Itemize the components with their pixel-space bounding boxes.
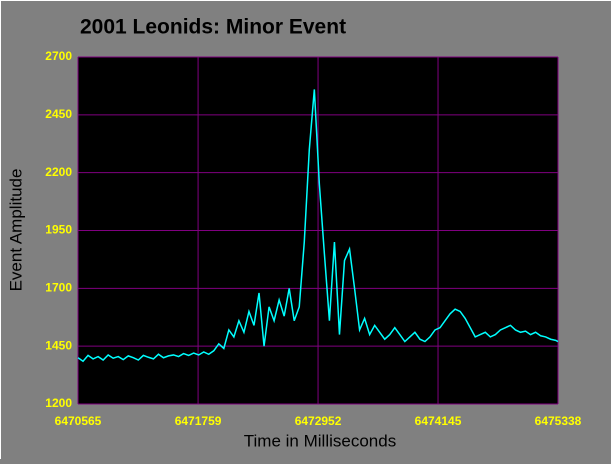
y-axis-label: Event Amplitude <box>6 169 25 292</box>
y-tick-label: 1700 <box>45 281 72 295</box>
y-tick-label: 2200 <box>45 165 72 179</box>
y-tick-label: 1950 <box>45 223 72 237</box>
y-tick-label: 2450 <box>45 107 72 121</box>
data-line <box>77 89 559 363</box>
chart-title: 2001 Leonids: Minor Event <box>80 16 346 39</box>
x-tick-label: 6475338 <box>535 414 582 428</box>
y-tick-label: 1200 <box>45 396 72 410</box>
x-tick-label: 6470565 <box>55 414 102 428</box>
x-tick-label: 6471759 <box>175 414 222 428</box>
y-tick-label: 1450 <box>45 338 72 352</box>
x-tick-label: 6474145 <box>415 414 462 428</box>
x-tick-label: 6472952 <box>295 414 342 428</box>
x-axis-label: Time in Milliseconds <box>244 431 396 450</box>
y-tick-label: 2700 <box>45 49 72 63</box>
